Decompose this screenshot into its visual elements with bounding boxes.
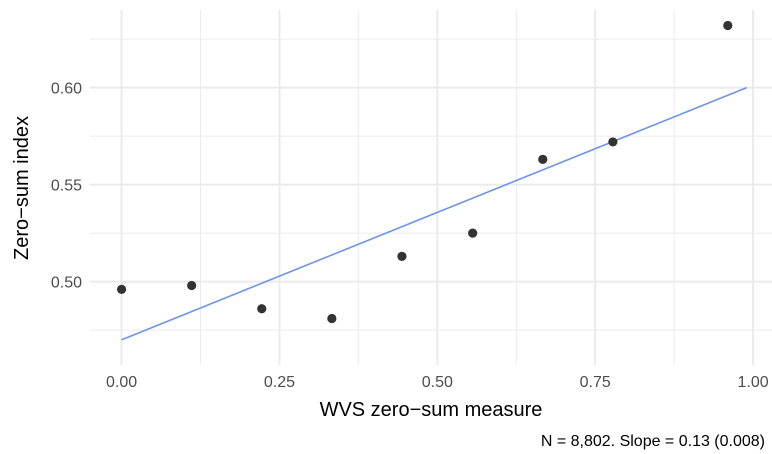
- regression-line: [121, 86, 748, 341]
- data-point: [116, 284, 127, 294]
- data-point: [257, 304, 267, 314]
- data-point: [397, 251, 407, 261]
- data-points: [116, 20, 733, 324]
- data-point: [608, 137, 618, 147]
- y-axis-title: Zero−sum index: [11, 116, 33, 260]
- data-point: [187, 280, 197, 291]
- grid-lines: [90, 10, 772, 365]
- y-tick-label: 0.60: [51, 81, 82, 98]
- x-axis-title: WVS zero−sum measure: [320, 399, 543, 421]
- data-point: [723, 20, 733, 31]
- data-point: [538, 154, 548, 164]
- data-point: [468, 228, 478, 238]
- caption-note: N = 8,802. Slope = 0.13 (0.008): [541, 433, 765, 450]
- x-tick-label: 0.50: [422, 374, 453, 391]
- y-tick-label: 0.50: [51, 275, 82, 292]
- y-axis-ticks: 0.50 0.55 0.60: [51, 81, 82, 292]
- x-tick-label: 0.00: [106, 374, 137, 391]
- y-tick-label: 0.55: [51, 178, 82, 195]
- data-point: [327, 313, 337, 324]
- x-tick-label: 1.00: [737, 374, 768, 391]
- fit-line-layer: [121, 86, 748, 341]
- x-tick-label: 0.25: [264, 374, 295, 391]
- x-axis-ticks: 0.00 0.25 0.50 0.75 1.00: [106, 374, 769, 391]
- x-tick-label: 0.75: [580, 374, 611, 391]
